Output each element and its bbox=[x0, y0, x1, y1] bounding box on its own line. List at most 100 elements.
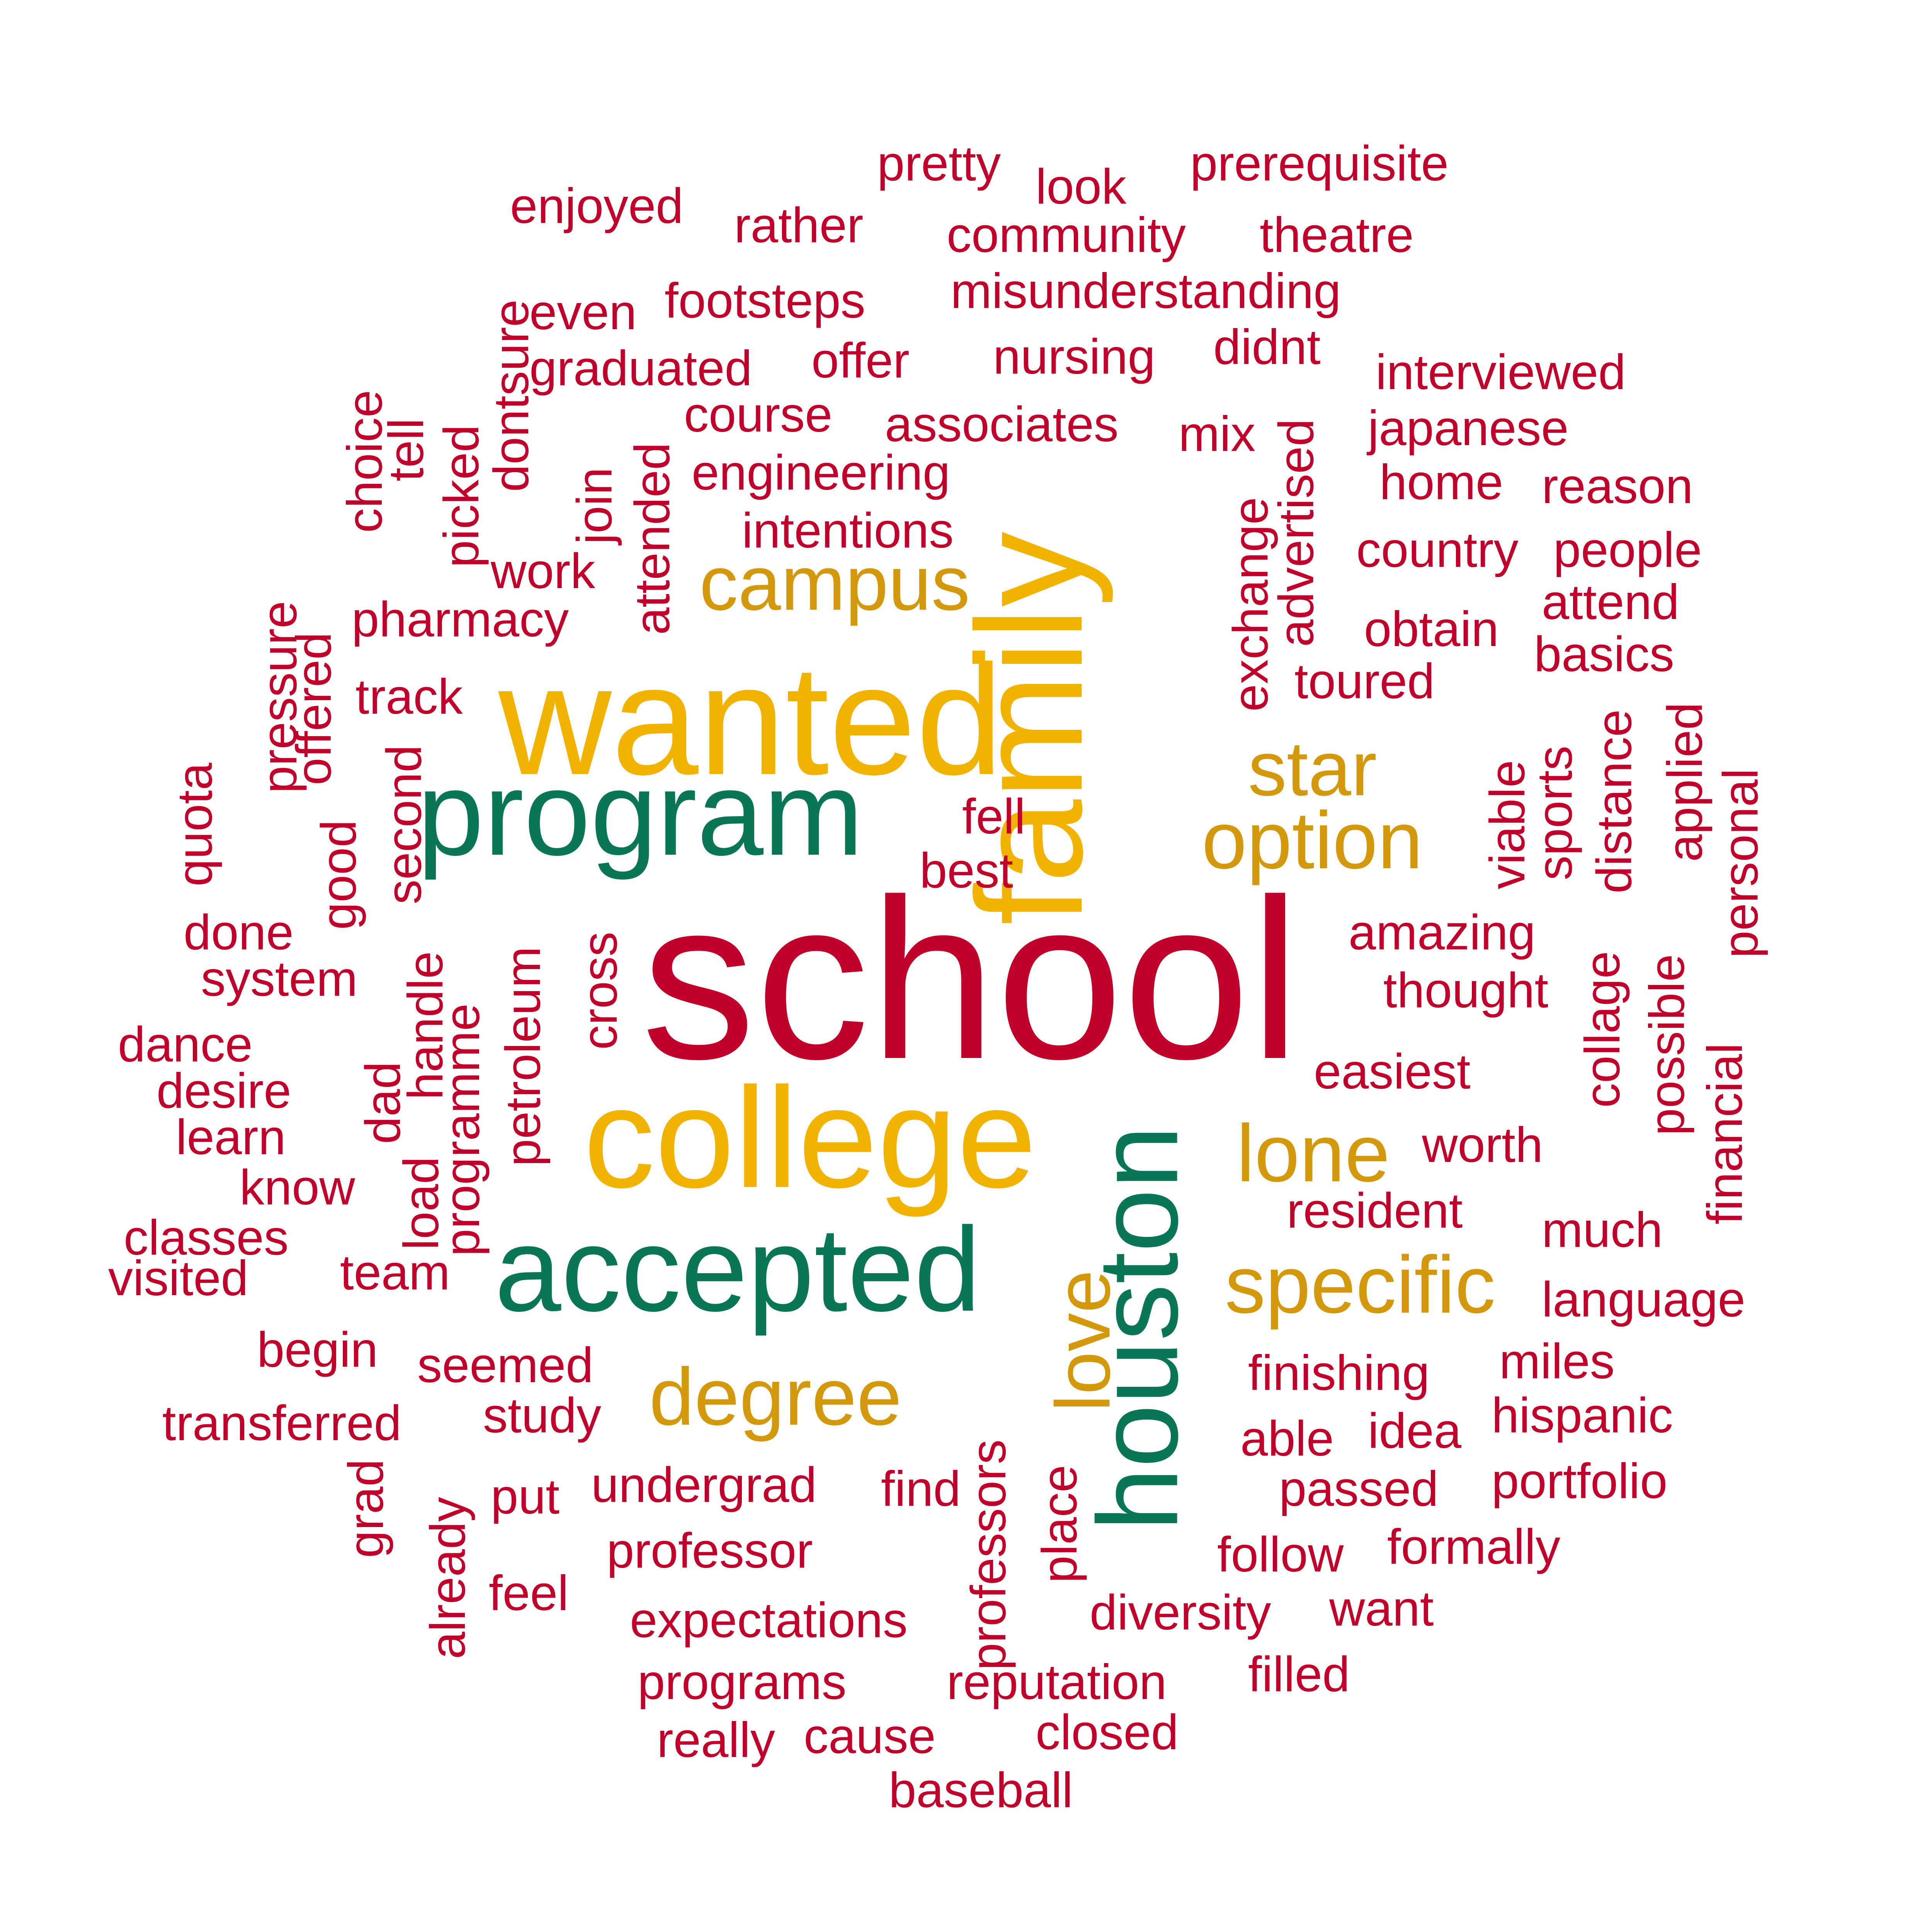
word-begin: begin bbox=[257, 1322, 378, 1378]
word-sports: sports bbox=[1527, 745, 1583, 881]
word-undergrad: undergrad bbox=[591, 1458, 817, 1513]
word-course: course bbox=[684, 387, 833, 442]
word-find: find bbox=[881, 1461, 961, 1517]
word-know: know bbox=[240, 1160, 355, 1215]
word-school: school bbox=[641, 852, 1301, 1107]
word-second: second bbox=[376, 745, 432, 905]
word-pretty: pretty bbox=[877, 136, 1001, 191]
word-graduated: graduated bbox=[529, 341, 752, 396]
word-reason: reason bbox=[1542, 459, 1693, 514]
word-learn: learn bbox=[176, 1110, 286, 1165]
word-dad: dad bbox=[355, 1061, 411, 1144]
word-applied: applied bbox=[1657, 702, 1713, 862]
word-hispanic: hispanic bbox=[1492, 1388, 1673, 1443]
word-advertised: advertised bbox=[1269, 418, 1324, 647]
word-country: country bbox=[1356, 522, 1519, 578]
word-financial: financial bbox=[1697, 1043, 1753, 1225]
word-japanese: japanese bbox=[1368, 401, 1569, 456]
word-idea: idea bbox=[1368, 1403, 1461, 1459]
word-viable: viable bbox=[1480, 760, 1536, 889]
word-reputation: reputation bbox=[947, 1655, 1167, 1710]
word-collage: collage bbox=[1575, 951, 1630, 1108]
word-good: good bbox=[311, 820, 367, 930]
word-engineering: engineering bbox=[692, 445, 950, 500]
word-professor: professor bbox=[607, 1523, 813, 1578]
word-classes: classes bbox=[124, 1210, 289, 1265]
word-interviewed: interviewed bbox=[1376, 345, 1626, 400]
word-language: language bbox=[1542, 1272, 1745, 1327]
word-intentions: intentions bbox=[742, 503, 954, 558]
word-join: join bbox=[567, 467, 622, 544]
word-accepted: accepted bbox=[495, 1202, 981, 1336]
word-didnt: didnt bbox=[1213, 320, 1321, 375]
word-dontsure: dontsure bbox=[484, 299, 539, 492]
word-system: system bbox=[201, 951, 358, 1007]
word-personal: personal bbox=[1713, 768, 1769, 958]
word-miles: miles bbox=[1499, 1334, 1615, 1389]
word-cause: cause bbox=[804, 1709, 936, 1764]
word-desire: desire bbox=[156, 1063, 291, 1119]
word-look: look bbox=[1036, 159, 1126, 214]
word-love: love bbox=[1040, 1270, 1126, 1412]
word-college: college bbox=[583, 1058, 1037, 1218]
word-dance: dance bbox=[118, 1017, 253, 1072]
word-put: put bbox=[491, 1469, 560, 1524]
word-quota: quota bbox=[167, 762, 223, 887]
word-really: really bbox=[657, 1713, 775, 1768]
word-want: want bbox=[1329, 1581, 1434, 1636]
word-passed: passed bbox=[1279, 1461, 1439, 1517]
word-thought: thought bbox=[1383, 963, 1549, 1018]
word-team: team bbox=[340, 1245, 450, 1300]
word-option: option bbox=[1202, 795, 1423, 886]
word-filled: filled bbox=[1248, 1647, 1350, 1702]
word-rather: rather bbox=[734, 198, 864, 253]
word-follow: follow bbox=[1217, 1527, 1344, 1582]
word-attend: attend bbox=[1542, 575, 1679, 630]
word-specific: specific bbox=[1225, 1239, 1496, 1330]
word-community: community bbox=[947, 207, 1186, 263]
word-lone: lone bbox=[1236, 1108, 1390, 1199]
word-easiest: easiest bbox=[1314, 1044, 1471, 1099]
word-possible: possible bbox=[1639, 954, 1695, 1136]
word-worth: worth bbox=[1422, 1117, 1543, 1173]
word-basics: basics bbox=[1534, 627, 1674, 682]
word-petroleum: petroleum bbox=[495, 946, 551, 1167]
word-closed: closed bbox=[1036, 1705, 1179, 1760]
word-mix: mix bbox=[1179, 406, 1256, 462]
word-offer: offer bbox=[811, 333, 910, 388]
word-study: study bbox=[483, 1388, 601, 1443]
word-load: load bbox=[394, 1156, 449, 1250]
word-place: place bbox=[1032, 1465, 1087, 1583]
word-wanted: wanted bbox=[498, 632, 1003, 807]
word-misunderstanding: misunderstanding bbox=[951, 264, 1341, 319]
word-toured: toured bbox=[1294, 654, 1435, 709]
word-finishing: finishing bbox=[1248, 1345, 1430, 1401]
word-obtain: obtain bbox=[1364, 602, 1499, 657]
word-diversity: diversity bbox=[1090, 1585, 1271, 1640]
word-associates: associates bbox=[885, 397, 1119, 452]
word-already: already bbox=[420, 1497, 476, 1659]
word-expectations: expectations bbox=[630, 1593, 908, 1648]
word-footsteps: footsteps bbox=[665, 273, 866, 328]
word-formally: formally bbox=[1387, 1519, 1561, 1575]
word-theatre: theatre bbox=[1260, 207, 1414, 263]
word-resident: resident bbox=[1287, 1183, 1463, 1238]
word-program: program bbox=[417, 746, 864, 880]
word-seemed: seemed bbox=[417, 1338, 594, 1393]
word-work: work bbox=[491, 544, 595, 599]
word-tell: tell bbox=[378, 418, 434, 481]
word-done: done bbox=[184, 905, 294, 960]
word-fell: fell bbox=[962, 789, 1026, 844]
word-programs: programs bbox=[638, 1655, 847, 1710]
word-professors: professors bbox=[961, 1439, 1016, 1670]
word-degree: degree bbox=[649, 1351, 902, 1442]
word-home: home bbox=[1379, 455, 1503, 510]
word-enjoyed: enjoyed bbox=[510, 179, 684, 234]
word-much: much bbox=[1542, 1202, 1663, 1258]
word-visited: visited bbox=[108, 1251, 248, 1306]
word-track: track bbox=[355, 669, 463, 724]
word-prerequisite: prerequisite bbox=[1190, 136, 1449, 191]
word-portfolio: portfolio bbox=[1492, 1454, 1668, 1509]
word-star: star bbox=[1248, 726, 1377, 812]
